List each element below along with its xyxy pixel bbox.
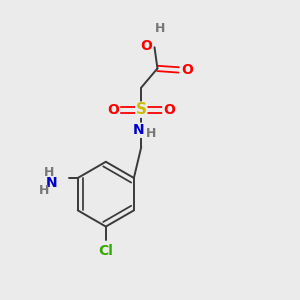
Text: H: H [44,166,54,179]
Text: O: O [140,39,152,53]
Text: O: O [163,103,175,117]
Text: Cl: Cl [98,244,113,258]
Text: N: N [46,176,57,190]
Text: O: O [181,63,193,77]
Text: N: N [133,123,145,137]
Text: S: S [136,102,147,117]
Text: H: H [39,184,50,197]
Text: H: H [154,22,165,35]
Text: H: H [146,127,156,140]
Text: O: O [108,103,119,117]
